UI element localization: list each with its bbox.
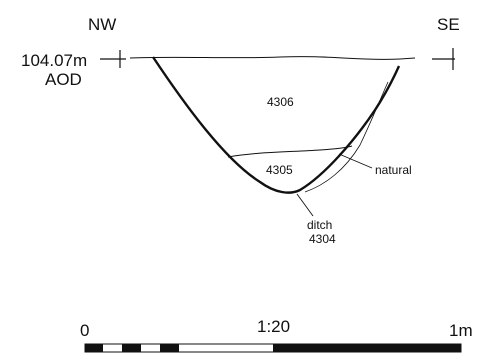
- context-label-4306: 4306: [267, 95, 294, 109]
- datum-height-label: 104.07m: [21, 51, 88, 70]
- scale-end-label: 1m: [449, 321, 473, 340]
- orientation-left-label: NW: [88, 15, 117, 34]
- context-interface-line: [227, 145, 353, 158]
- datum-unit-label: AOD: [45, 70, 82, 89]
- context-label-4305: 4305: [266, 163, 293, 177]
- ditch-cut-profile: [152, 56, 401, 194]
- orientation-right-label: SE: [437, 15, 460, 34]
- ditch-label: ditch: [307, 218, 333, 232]
- scale-bar-segment: [122, 344, 141, 352]
- scale-bar-segment: [160, 344, 179, 352]
- natural-label: natural: [375, 163, 412, 177]
- scale-start-label: 0: [80, 321, 90, 340]
- scale-bar-segment: [273, 344, 461, 352]
- natural-leader-line: [338, 153, 373, 169]
- scale-bar: [84, 343, 462, 353]
- ditch-cut-number-label: 4304: [309, 232, 336, 246]
- ditch-leader-line: [296, 193, 314, 217]
- scale-ratio-label: 1:20: [257, 317, 291, 336]
- natural-boundary-line: [304, 81, 389, 193]
- ground-surface-line: [129, 56, 416, 60]
- scale-bar-segment: [85, 344, 103, 352]
